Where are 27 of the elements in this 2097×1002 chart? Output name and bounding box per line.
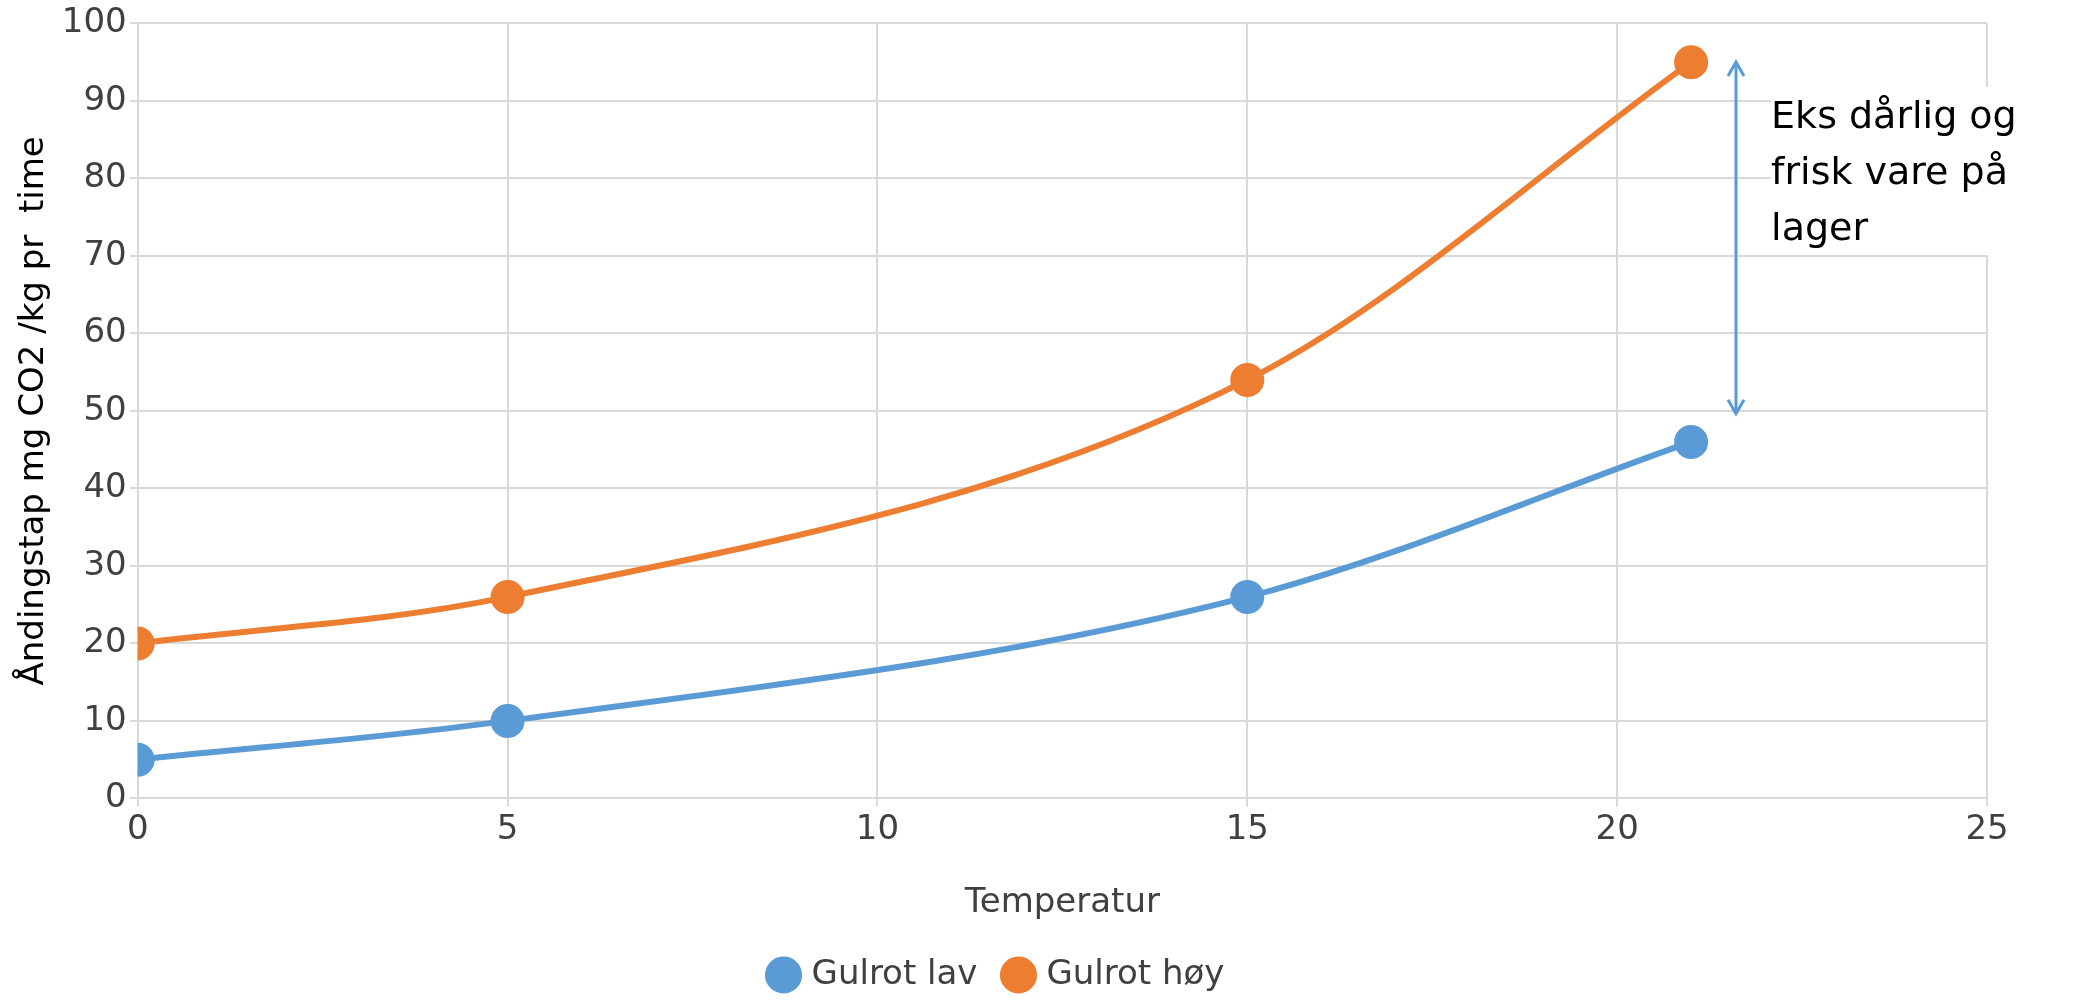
- y-tick-label: 20: [83, 620, 127, 661]
- x-axis-title: Temperatur: [963, 880, 1160, 921]
- point: [1230, 579, 1265, 614]
- legend-label: Gulrot høy: [1046, 951, 1225, 992]
- point: [1230, 362, 1265, 397]
- x-tick-label: 20: [1595, 806, 1639, 847]
- y-tick-label: 60: [83, 310, 127, 351]
- y-tick-label: 80: [83, 155, 127, 196]
- point: [1674, 45, 1709, 80]
- y-tick-label: 70: [83, 232, 127, 273]
- x-tick-label: 15: [1225, 806, 1269, 847]
- y-tick-label: 30: [83, 542, 127, 583]
- y-tick-label: 0: [105, 775, 127, 816]
- annotation: Eks dårlig og frisk vare på lager: [1771, 87, 2072, 256]
- legend-label: Gulrot lav: [811, 951, 978, 992]
- y-axis-title: Åndingstap mg CO2 /kg pr time: [11, 136, 52, 686]
- y-tick-label: 90: [83, 77, 127, 118]
- x-tick-label: 5: [496, 806, 519, 847]
- x-tick-label: 10: [855, 806, 900, 847]
- point: [1674, 424, 1709, 459]
- point: [490, 703, 525, 738]
- y-tick-label: 100: [61, 0, 127, 41]
- x-tick-label: 25: [1965, 806, 2009, 847]
- y-tick-label: 50: [83, 387, 127, 428]
- point: [490, 579, 525, 614]
- y-tick-label: 10: [83, 697, 127, 738]
- y-tick-label: 40: [83, 465, 127, 506]
